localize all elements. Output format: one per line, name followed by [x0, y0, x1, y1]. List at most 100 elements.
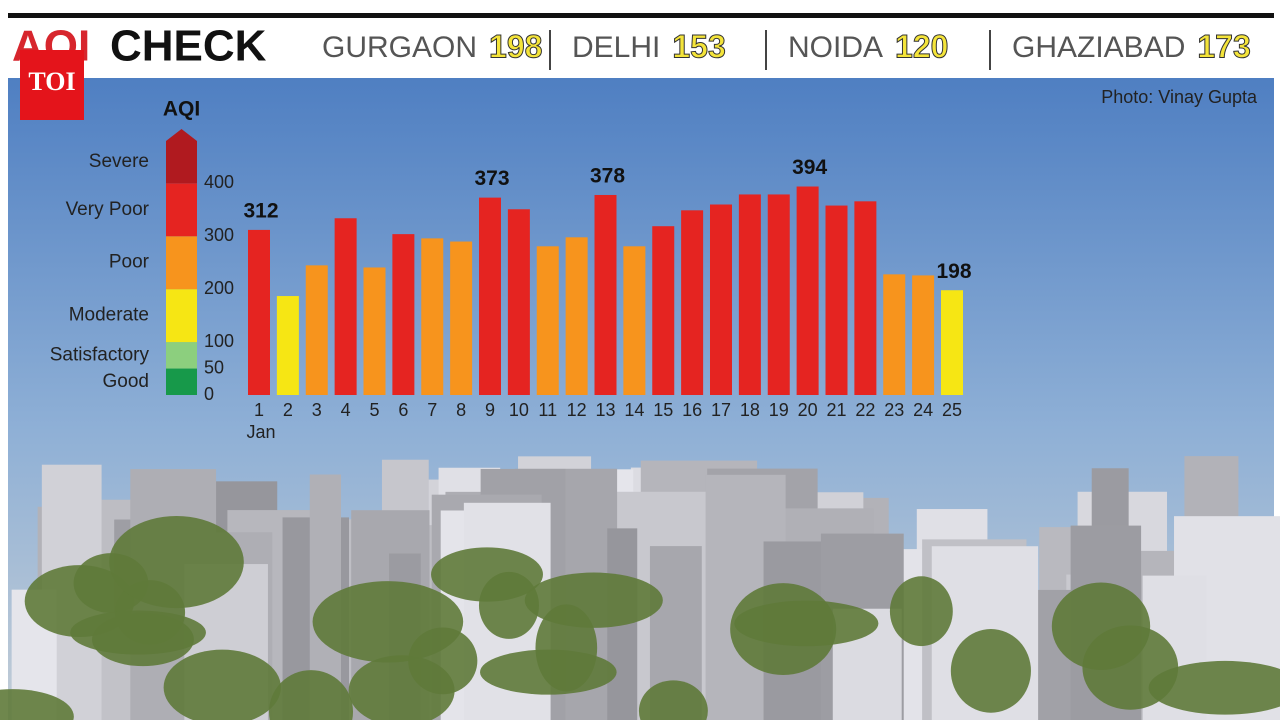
value-label: 394 [792, 156, 827, 179]
x-tick-label: 11 [538, 400, 557, 420]
logo-box [20, 50, 84, 120]
x-tick-label: 22 [855, 400, 875, 420]
y-axis-title: AQI [163, 98, 200, 121]
tree [408, 627, 478, 695]
y-tick-label: 50 [204, 357, 224, 377]
x-tick-label: 14 [624, 400, 644, 420]
bar [248, 229, 270, 395]
tree [109, 515, 244, 609]
tree [950, 629, 1031, 713]
x-tick-label: 4 [341, 400, 351, 420]
x-tick-label: 19 [769, 400, 789, 420]
y-tick-label: 300 [204, 225, 234, 245]
bar [305, 265, 328, 395]
city-skyline [0, 456, 1280, 725]
separator [765, 30, 767, 70]
bar [767, 194, 790, 395]
city-aqi: 198 [489, 28, 542, 64]
x-tick-label: 16 [682, 400, 702, 420]
bar [796, 186, 819, 395]
tree [1148, 660, 1280, 715]
x-tick-label: 9 [485, 400, 495, 420]
x-tick-label: 8 [456, 400, 466, 420]
separator [989, 30, 991, 70]
value-label: 373 [474, 167, 509, 190]
x-tick-label: 15 [653, 400, 673, 420]
bar [825, 205, 848, 395]
bar [594, 194, 617, 395]
tree [889, 576, 953, 647]
value-label: 312 [243, 199, 278, 222]
city-readings: GURGAON 198 DELHI 153 NOIDA 120 GHAZIABAD 173 [322, 28, 1251, 70]
city-name: GURGAON [322, 31, 477, 64]
bar [334, 218, 357, 395]
aqi-band [166, 141, 197, 184]
aqi-band-label: Satisfactory [50, 344, 150, 365]
bar [941, 290, 963, 395]
city-aqi: 173 [1197, 28, 1250, 64]
tree [0, 689, 74, 725]
tree [734, 600, 879, 647]
x-tick-label: 21 [826, 400, 846, 420]
tree [269, 670, 353, 725]
tree [1051, 582, 1151, 670]
tree [480, 649, 617, 695]
bar [681, 210, 704, 395]
tree [638, 680, 708, 725]
x-tick-label: 23 [884, 400, 904, 420]
aqi-band-label: Severe [89, 151, 149, 172]
aqi-band-label: Moderate [69, 305, 149, 326]
aqi-band [166, 183, 197, 237]
x-tick-label: 24 [913, 400, 933, 420]
bar [738, 194, 761, 395]
bar [479, 197, 501, 395]
aqi-band [166, 342, 197, 369]
value-label: 198 [936, 260, 971, 283]
title: CHECK [110, 22, 267, 71]
aqi-band [166, 236, 197, 290]
x-tick-label: 17 [711, 400, 731, 420]
y-tick-label: 200 [204, 278, 234, 298]
aqi-chart: Good Satisfactory Moderate Poor Very Poor Sev… [50, 98, 972, 442]
city-name: GHAZIABAD [1012, 31, 1185, 64]
bar [854, 201, 877, 395]
x-tick-label: 1 [254, 400, 264, 420]
city-aqi: 120 [895, 28, 948, 64]
aqi-band-label: Good [103, 371, 149, 392]
city-name: DELHI [572, 31, 660, 64]
bar [392, 234, 415, 395]
aqi-band-label: Very Poor [66, 199, 150, 220]
bar [507, 209, 530, 395]
aqi-band [166, 289, 197, 343]
city-aqi: 153 [672, 28, 725, 64]
bar [421, 238, 444, 395]
x-tick-label: 20 [798, 400, 818, 420]
x-tick-label: 10 [509, 400, 529, 420]
axis-arrow [166, 129, 197, 141]
x-sublabel: Jan [246, 422, 275, 442]
x-tick-label: 13 [595, 400, 615, 420]
bar [652, 226, 675, 395]
y-tick-label: 100 [204, 331, 234, 351]
x-tick-label: 3 [312, 400, 322, 420]
top-rule [8, 13, 1274, 18]
logo: TOI [28, 67, 75, 96]
x-tick-label: 7 [427, 400, 437, 420]
bar [276, 296, 299, 395]
bar [565, 237, 588, 395]
x-tick-label: 12 [567, 400, 587, 420]
aqi-band-label: Poor [109, 252, 150, 273]
city-name: NOIDA [788, 31, 883, 64]
x-tick-label: 2 [283, 400, 293, 420]
x-tick-label: 6 [398, 400, 408, 420]
separator [549, 30, 551, 70]
tree [431, 547, 543, 602]
y-tick-label: 400 [204, 172, 234, 192]
tree [70, 610, 206, 655]
photo-credit: Photo: Vinay Gupta [1101, 87, 1258, 107]
bar [450, 241, 473, 395]
x-tick-label: 18 [740, 400, 760, 420]
bar [883, 274, 906, 395]
